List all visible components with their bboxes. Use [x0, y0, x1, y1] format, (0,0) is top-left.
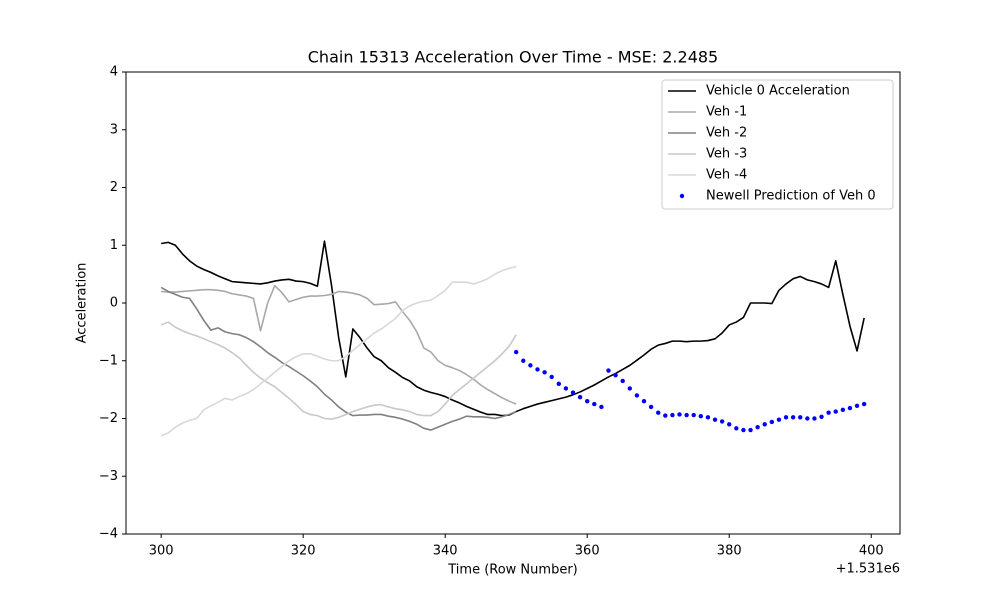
y-tick-label: 4: [110, 65, 118, 80]
prediction-point: [826, 410, 831, 415]
prediction-point: [549, 374, 554, 380]
legend-box: [661, 79, 894, 210]
series-line: [160, 321, 517, 420]
prediction-point: [585, 398, 590, 404]
prediction-point: [677, 412, 682, 417]
prediction-point: [670, 412, 675, 418]
prediction-point: [805, 416, 810, 421]
series-line: [161, 284, 517, 405]
prediction-point: [606, 368, 611, 373]
prediction-point: [727, 422, 732, 427]
x-tick-label: 360: [575, 544, 600, 559]
y-tick-label: 3: [110, 122, 118, 137]
x-tick-label: 320: [291, 544, 316, 559]
y-tick-label: −3: [99, 469, 118, 484]
prediction-point: [755, 424, 760, 430]
prediction-point: [556, 381, 562, 387]
prediction-point: [627, 386, 633, 391]
prediction-point: [513, 349, 519, 355]
x-tick-label: 400: [859, 544, 884, 559]
y-tick-label: 0: [110, 296, 118, 311]
prediction-point: [741, 427, 746, 433]
prediction-point: [798, 415, 803, 420]
x-tick-label: 340: [433, 544, 458, 559]
x-tick-label: 300: [149, 544, 174, 559]
prediction-point: [847, 405, 853, 411]
y-tick-label: −1: [99, 353, 118, 368]
y-tick-label: 2: [110, 180, 118, 195]
legend-label: Veh -2: [706, 126, 747, 141]
x-offset-label: +1.531e6: [836, 562, 900, 577]
legend-label: Veh -1: [706, 105, 747, 120]
y-tick-label: 1: [110, 238, 118, 253]
legend-marker: [679, 193, 685, 199]
prediction-point: [861, 401, 867, 407]
prediction-point: [776, 417, 782, 422]
prediction-point: [542, 370, 547, 375]
prediction-point: [705, 415, 711, 420]
prediction-point: [691, 412, 696, 418]
prediction-point: [528, 363, 533, 368]
legend-label: Vehicle 0 Acceleration: [706, 84, 850, 99]
prediction-point: [812, 416, 817, 421]
prediction-point: [734, 426, 739, 431]
y-axis-label: Acceleration: [75, 263, 90, 344]
prediction-point: [613, 372, 618, 378]
prediction-point: [656, 410, 661, 415]
prediction-point: [599, 404, 604, 410]
prediction-point: [840, 407, 846, 413]
prediction-point: [521, 358, 526, 363]
prediction-point: [783, 415, 789, 420]
prediction-point: [684, 412, 689, 418]
prediction-point: [563, 386, 569, 391]
prediction-point: [698, 413, 704, 419]
prediction-point: [712, 417, 718, 422]
x-axis-label: Time (Row Number): [447, 563, 577, 578]
prediction-point: [592, 401, 597, 407]
prediction-point: [577, 394, 583, 400]
prediction-point: [620, 378, 625, 384]
prediction-point: [535, 367, 540, 372]
legend-label: Veh -4: [706, 168, 747, 183]
prediction-point: [648, 404, 654, 410]
x-tick-label: 380: [717, 544, 742, 559]
prediction-point: [790, 415, 796, 420]
legend-label: Newell Prediction of Veh 0: [706, 189, 876, 204]
y-tick-label: −2: [99, 411, 118, 426]
prediction-point: [719, 419, 725, 424]
prediction-point: [854, 403, 860, 408]
prediction-point: [833, 409, 838, 414]
prediction-point: [634, 393, 640, 398]
prediction-point: [748, 427, 753, 433]
legend: Vehicle 0 Acceleration Veh -1 Veh -2 Veh -3…: [661, 79, 894, 210]
plot-frame: [125, 71, 901, 535]
prediction-point: [762, 422, 767, 427]
prediction-point: [641, 398, 647, 404]
legend-label: Veh -3: [706, 147, 747, 162]
series-line: [160, 265, 517, 437]
prediction-point: [663, 413, 668, 418]
prediction-point: [570, 390, 576, 395]
prediction-point: [819, 414, 824, 419]
y-tick-label: −4: [99, 527, 118, 542]
prediction-point: [769, 419, 775, 425]
chart-title: Chain 15313 Acceleration Over Time - MSE…: [308, 48, 718, 67]
series-line: [160, 286, 517, 431]
